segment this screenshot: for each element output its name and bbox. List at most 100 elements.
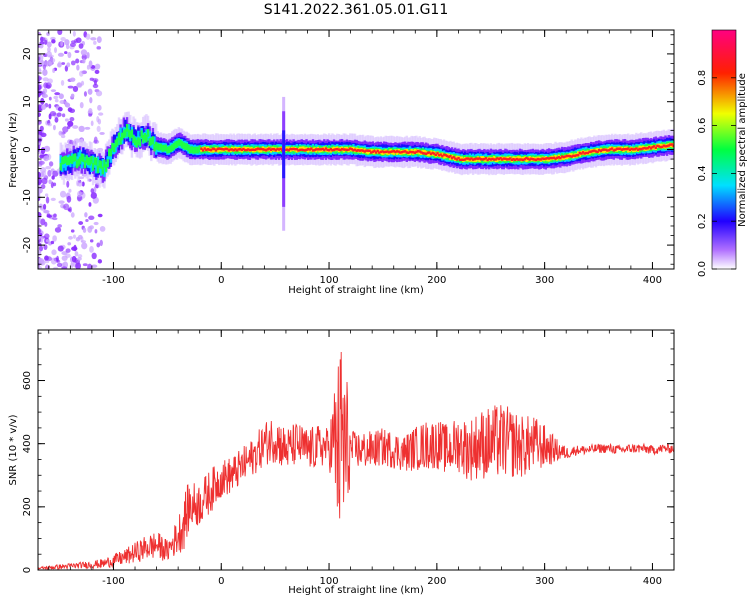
ridge-cell (137, 137, 140, 146)
ridge-cell (326, 148, 329, 152)
ridge-cell (607, 149, 611, 152)
ridge-cell (602, 148, 606, 154)
ridge-cell (323, 148, 326, 152)
ridge-cell (497, 157, 501, 161)
noise-speckle (45, 196, 50, 204)
ridge-cell (560, 155, 564, 158)
noise-speckle (43, 244, 48, 250)
noise-speckle (40, 218, 46, 226)
noise-speckle (77, 254, 83, 259)
noise-speckle (38, 177, 42, 185)
noise-speckle (70, 229, 75, 233)
noise-speckle (90, 188, 95, 194)
noise-speckle (50, 181, 54, 189)
ridge-cell (596, 150, 599, 154)
noise-speckle (53, 213, 57, 218)
noise-speckle (64, 51, 68, 55)
ridge-cell (171, 144, 174, 151)
ridge-cell (654, 146, 657, 150)
ridge-cell (140, 130, 143, 139)
noise-speckle (64, 65, 69, 72)
ridge-cell (568, 155, 572, 158)
ridge-cell (662, 144, 666, 147)
noise-speckle (89, 245, 94, 253)
ridge-cell (638, 145, 641, 150)
noise-speckle (88, 202, 92, 207)
ridge-cell (125, 127, 129, 139)
ridge-cell (306, 147, 310, 151)
noise-speckle (45, 193, 49, 197)
ridge-cell (287, 146, 290, 151)
noise-speckle (46, 51, 52, 58)
noise-speckle (94, 69, 100, 75)
noise-speckle (70, 93, 75, 98)
ridge-cell (413, 148, 417, 154)
ridge-cell (337, 148, 341, 151)
noise-speckle (45, 82, 52, 89)
ridge-cell (122, 130, 126, 139)
spectrogram-heatmap (38, 30, 674, 269)
noise-speckle (51, 249, 57, 256)
ridge-cell (539, 158, 543, 161)
ridge-cell (517, 156, 520, 161)
noise-speckle (80, 49, 88, 56)
noise-speckle (76, 257, 82, 261)
ridge-cell (609, 148, 612, 151)
ridge-cell (201, 149, 205, 152)
noise-speckle (38, 31, 42, 35)
noise-speckle (52, 68, 56, 73)
noise-speckle (87, 88, 93, 95)
ridge-cell (295, 147, 299, 151)
noise-speckle (67, 242, 72, 246)
noise-speckle (62, 126, 69, 133)
ridge-cell (258, 148, 261, 153)
ridge-cell (193, 146, 197, 154)
ridge-cell (543, 157, 546, 161)
ridge-cell (446, 154, 449, 158)
noise-speckle (72, 125, 79, 129)
ridge-cell (163, 144, 166, 152)
ridge-cell (302, 146, 305, 151)
ridge-cell (305, 148, 308, 152)
noise-speckle (89, 77, 94, 81)
noise-speckle (48, 103, 52, 109)
noise-speckle (38, 250, 42, 257)
ridge-cell (386, 150, 389, 153)
ridge-cell (648, 145, 651, 149)
ridge-cell (483, 157, 486, 161)
ridge-cell (627, 147, 630, 150)
ridge-cell (154, 141, 158, 150)
ridge-cell (311, 149, 315, 152)
ridge-cell (103, 159, 106, 168)
ridge-cell (70, 156, 74, 164)
ridge-cell (489, 158, 493, 161)
ridge-cell (594, 150, 598, 153)
ridge-cell (112, 134, 116, 150)
ridge-cell (78, 156, 82, 165)
ridge-cell (442, 154, 446, 159)
ridge-cell (108, 151, 111, 168)
ridge-cell (59, 162, 62, 171)
noise-speckle (95, 90, 103, 97)
noise-speckle (46, 41, 52, 48)
ridge-cell (612, 149, 615, 152)
ridge-cell (602, 148, 606, 151)
noise-speckle (44, 233, 50, 239)
noise-speckle (89, 239, 94, 243)
ridge-cell (455, 155, 459, 160)
ridge-cell (148, 131, 151, 143)
noise-speckle (99, 132, 105, 135)
ridge-cell (496, 157, 499, 162)
noise-speckle (38, 216, 41, 224)
ridge-cell (148, 138, 151, 146)
noise-speckle (42, 88, 48, 94)
ridge-cell (643, 146, 646, 150)
ridge-cell (467, 157, 470, 160)
noise-speckle (46, 32, 50, 36)
noise-speckle (42, 210, 49, 214)
ridge-cell (91, 155, 95, 167)
ridge-cell (127, 129, 130, 138)
ridge-cell (66, 157, 69, 165)
ridge-cell (91, 163, 95, 171)
noise-speckle (44, 260, 50, 264)
